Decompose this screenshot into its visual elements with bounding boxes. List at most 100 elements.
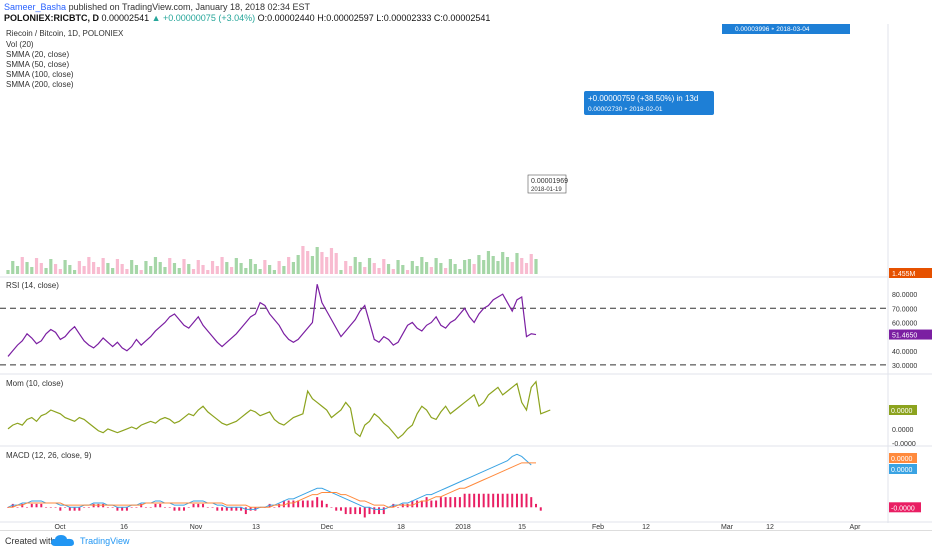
volume-bar	[444, 268, 448, 274]
macd-histogram-bar	[335, 507, 338, 511]
last-price: 0.00002541	[101, 13, 150, 23]
macd-histogram-bar	[515, 493, 518, 508]
macd-histogram-bar	[106, 507, 109, 508]
volume-bar	[172, 263, 177, 274]
close-value: 0.00002541	[442, 13, 491, 23]
volume-bar	[229, 267, 234, 274]
volume-bar	[386, 264, 391, 274]
volume-bar	[486, 251, 491, 274]
target-callout[interactable]	[722, 24, 850, 34]
volume-label-text: 1.455M	[892, 271, 916, 278]
macd-histogram-bar	[316, 497, 319, 508]
volume-bar	[68, 265, 72, 274]
macd-histogram-bar	[30, 503, 33, 508]
volume-bar	[363, 267, 367, 274]
volume-bar	[529, 254, 533, 274]
volume-bar	[467, 259, 472, 274]
time-tick-label: 13	[252, 524, 260, 530]
volume-bar	[405, 270, 410, 274]
volume-bar	[420, 257, 424, 274]
macd-line[interactable]	[7, 453, 532, 510]
measure-callout-text: +0.00000759 (+38.50%) in 13d	[588, 94, 698, 103]
macd-histogram-bar	[378, 507, 381, 515]
macd-histogram-bar	[330, 507, 333, 508]
macd-histogram-bar	[487, 493, 490, 508]
volume-bar	[191, 269, 196, 274]
macd-histogram-bar	[83, 507, 86, 508]
volume-bar	[101, 258, 105, 274]
macd-histogram-bar	[16, 507, 19, 508]
volume-bar	[30, 267, 34, 274]
volume-bar	[534, 259, 538, 274]
macd-pane[interactable]: MACD (12, 26, close, 9)	[6, 451, 542, 518]
volume-bar	[177, 268, 181, 274]
volume-bar	[501, 252, 505, 274]
volume-bar	[301, 246, 305, 274]
volume-bar	[125, 269, 129, 274]
macd-histogram-bar	[221, 507, 224, 511]
volume-bar	[120, 264, 124, 274]
macd-value-label: 0.0000	[891, 456, 913, 463]
volume-bar	[187, 264, 191, 274]
volume-bar	[372, 263, 376, 274]
macd-histogram-bar	[168, 507, 171, 508]
volume-bar	[272, 270, 276, 274]
momentum-line[interactable]	[7, 380, 551, 440]
volume-bar	[248, 259, 253, 274]
price-pane[interactable]: 0.00%(0.00003999)23.60%(0.00003220)38.20…	[6, 24, 887, 274]
volume-bar	[448, 259, 452, 274]
macd-histogram-bar	[202, 503, 205, 508]
volume-bar	[510, 262, 514, 274]
macd-histogram-bar	[135, 507, 138, 508]
volume-bar	[377, 268, 381, 274]
macd-histogram-bar	[520, 493, 523, 508]
macd-histogram-bar	[235, 507, 238, 511]
macd-histogram-bar	[144, 507, 147, 508]
volume-bar	[339, 270, 343, 274]
volume-bar	[329, 248, 334, 274]
volume-bar	[39, 263, 43, 274]
volume-bar	[439, 263, 443, 274]
volume-bar	[244, 268, 248, 274]
macd-histogram-bar	[530, 497, 533, 508]
volume-bar	[58, 269, 62, 274]
time-tick-label: 12	[766, 524, 774, 530]
rsi-tick-label: 80.0000	[892, 292, 917, 299]
macd-histogram-bar	[349, 507, 352, 515]
macd-histogram-bar	[282, 500, 285, 508]
volume-bar	[201, 265, 205, 274]
momentum-pane[interactable]: Mom (10, close)	[6, 379, 551, 440]
rsi-pane[interactable]: RSI (14, close)	[0, 281, 887, 366]
high-label: H:	[317, 13, 327, 23]
volume-bar	[429, 267, 433, 274]
macd-histogram-bar	[230, 507, 233, 511]
macd-histogram-bar	[425, 497, 428, 508]
volume-bar	[491, 256, 495, 274]
author-link[interactable]: Sameer_Basha	[4, 2, 67, 12]
volume-bar	[134, 265, 139, 274]
macd-histogram-bar	[287, 500, 290, 508]
volume-bar	[82, 266, 86, 274]
momentum-value-label: 0.0000	[891, 408, 913, 415]
macd-signal-line[interactable]	[8, 462, 536, 508]
macd-histogram-bar	[87, 507, 90, 508]
volume-bar	[520, 258, 524, 274]
volume-bar	[139, 270, 143, 274]
macd-histogram-bar	[463, 493, 466, 508]
target-callout-text: 0.00003996 ⁍ 2018-03-04	[735, 26, 810, 33]
measure-callout[interactable]	[584, 91, 714, 115]
volume-bar	[458, 269, 462, 274]
low-marker-box[interactable]	[527, 174, 567, 194]
tradingview-chart[interactable]: 0.00%(0.00003999)23.60%(0.00003220)38.20…	[0, 24, 932, 530]
macd-histogram-bar	[273, 507, 276, 508]
volume-bar	[196, 260, 200, 274]
volume-bar	[111, 268, 115, 274]
volume-bar	[410, 261, 414, 274]
rsi-line[interactable]	[7, 284, 537, 357]
macd-histogram-bar	[458, 497, 461, 508]
volume-bar	[477, 255, 481, 274]
tradingview-brand[interactable]: TradingView	[80, 536, 130, 546]
legend: Riecoin / Bitcoin, 1D, POLONIEX Vol (20)…	[6, 29, 124, 89]
footer: Created with TradingView	[0, 530, 932, 551]
macd-histogram-bar	[439, 497, 442, 508]
